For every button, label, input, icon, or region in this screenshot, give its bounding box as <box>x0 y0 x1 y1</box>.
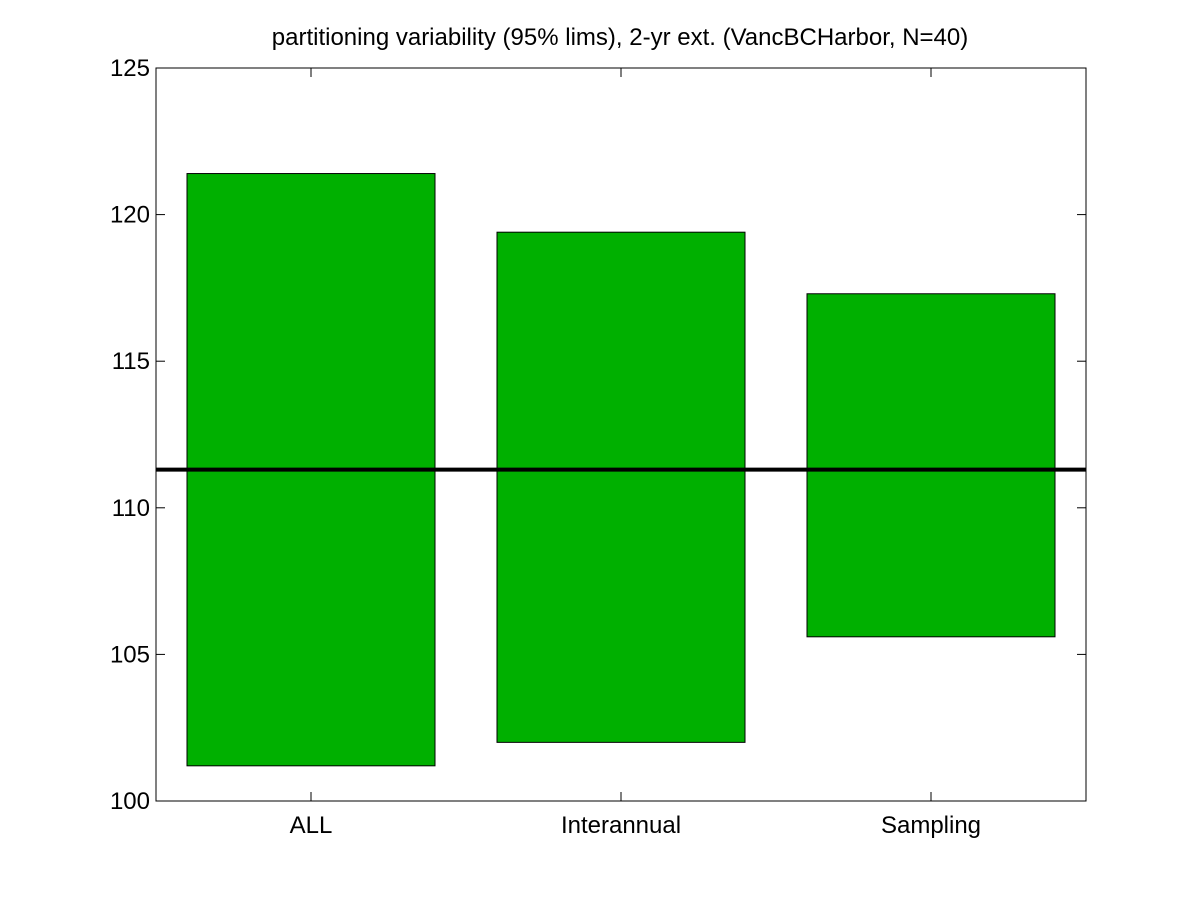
bar-sampling <box>806 293 1056 638</box>
bars-layer <box>186 173 1056 767</box>
y-tick-label: 125 <box>110 55 150 82</box>
chart-title: partitioning variability (95% lims), 2-y… <box>272 24 968 51</box>
x-tick-label: Sampling <box>881 812 981 839</box>
bar-interannual <box>496 231 746 743</box>
y-tick-label: 100 <box>110 788 150 815</box>
y-tick-label: 110 <box>112 495 150 522</box>
y-tick-label: 115 <box>112 348 150 375</box>
y-tick-label: 105 <box>110 641 150 668</box>
x-tick-label: ALL <box>290 812 333 839</box>
x-tick-label: Interannual <box>561 812 681 839</box>
axes: 100 105 110 115 120 125 ALL Interannual Sampling <box>110 55 1087 839</box>
y-tick-label: 120 <box>110 202 150 229</box>
